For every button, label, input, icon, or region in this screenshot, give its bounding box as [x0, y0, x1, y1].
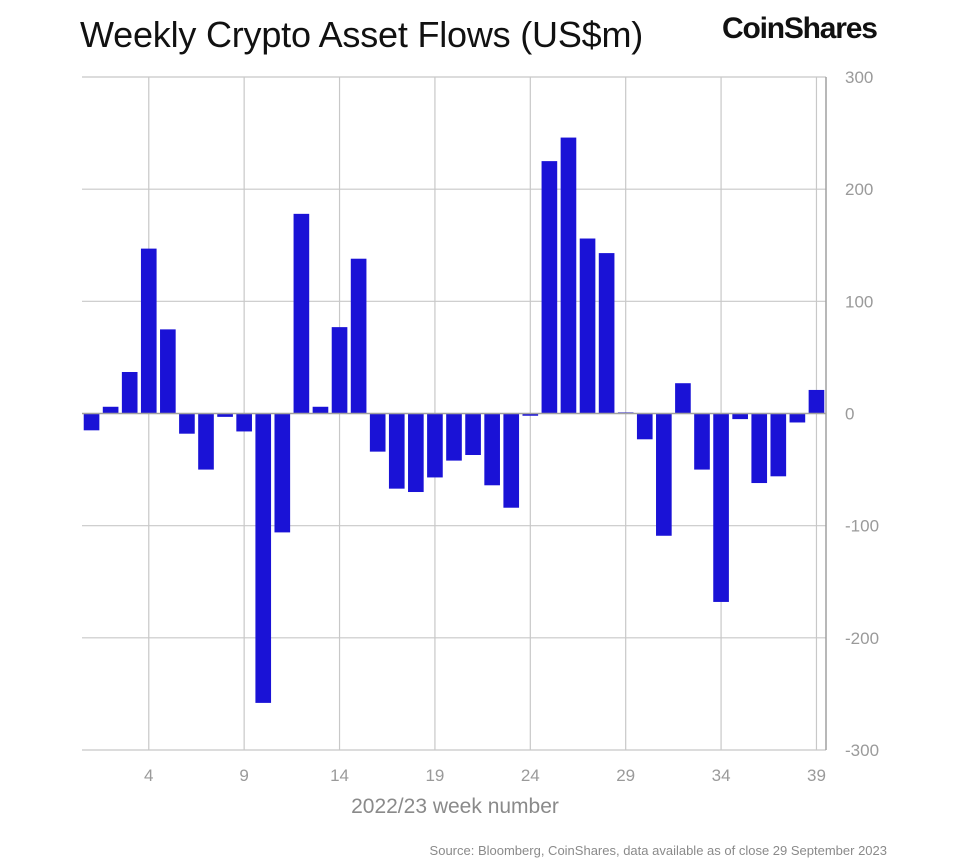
x-tick-label: 24 — [521, 766, 540, 785]
y-tick-label: -300 — [845, 741, 879, 760]
bar-week-34 — [713, 413, 729, 602]
bar-week-9 — [236, 413, 252, 432]
bar-week-23 — [503, 413, 520, 508]
bar-week-28 — [598, 253, 615, 414]
bar-week-39 — [808, 389, 825, 414]
bar-week-6 — [179, 413, 195, 434]
bar-week-14 — [331, 327, 348, 414]
bar-week-15 — [350, 258, 367, 414]
y-tick-label: 300 — [845, 68, 873, 87]
bar-week-4 — [140, 248, 157, 414]
y-tick-label: -100 — [845, 517, 879, 536]
bar-week-26 — [560, 137, 577, 414]
bar-week-16 — [369, 413, 386, 452]
bar-week-37 — [770, 413, 787, 477]
y-tick-label: 0 — [845, 405, 854, 424]
x-tick-label: 4 — [144, 766, 153, 785]
bar-week-21 — [465, 413, 481, 456]
y-tick-label: -200 — [845, 629, 879, 648]
bars — [83, 137, 825, 703]
bar-week-36 — [751, 413, 768, 484]
bar-week-13 — [312, 406, 329, 414]
x-tick-label: 19 — [425, 766, 444, 785]
y-tick-label: 200 — [845, 180, 873, 199]
chart-title: Weekly Crypto Asset Flows (US$m) — [80, 14, 644, 55]
bar-week-20 — [446, 413, 462, 461]
bar-week-30 — [636, 413, 653, 440]
bar-week-17 — [388, 413, 405, 489]
bar-week-1 — [83, 413, 100, 431]
bar-week-18 — [408, 413, 424, 493]
bar-week-3 — [121, 371, 138, 414]
bar-week-12 — [293, 213, 310, 414]
bar-week-19 — [427, 413, 443, 478]
bar-week-35 — [732, 413, 748, 420]
bar-week-32 — [675, 383, 691, 414]
brand-logo: CoinShares — [722, 12, 878, 45]
x-tick-label: 39 — [807, 766, 826, 785]
bar-week-2 — [102, 406, 119, 414]
bar-week-33 — [694, 413, 710, 470]
x-axis-label: 2022/23 week number — [351, 795, 559, 818]
bar-week-24 — [522, 413, 539, 416]
bar-week-27 — [579, 238, 596, 414]
y-tick-label: 100 — [845, 292, 873, 311]
bar-week-5 — [160, 329, 176, 414]
bar-week-7 — [198, 413, 214, 470]
bar-week-8 — [217, 413, 233, 417]
tick-labels: 300 200 100 0 -100 -200 -300 4 9 14 19 24 29 34 39 — [144, 68, 879, 785]
bar-week-11 — [274, 413, 291, 533]
axes — [82, 77, 827, 750]
bar-week-38 — [789, 413, 806, 423]
bar-week-31 — [656, 413, 672, 536]
x-tick-label: 9 — [239, 766, 248, 785]
x-tick-label: 14 — [330, 766, 349, 785]
x-tick-label: 34 — [712, 766, 731, 785]
x-tick-label: 29 — [616, 766, 635, 785]
source-note: Source: Bloomberg, CoinShares, data avai… — [429, 843, 887, 858]
bar-week-10 — [255, 413, 272, 703]
bar-week-22 — [484, 413, 500, 486]
bar-week-25 — [541, 161, 558, 414]
